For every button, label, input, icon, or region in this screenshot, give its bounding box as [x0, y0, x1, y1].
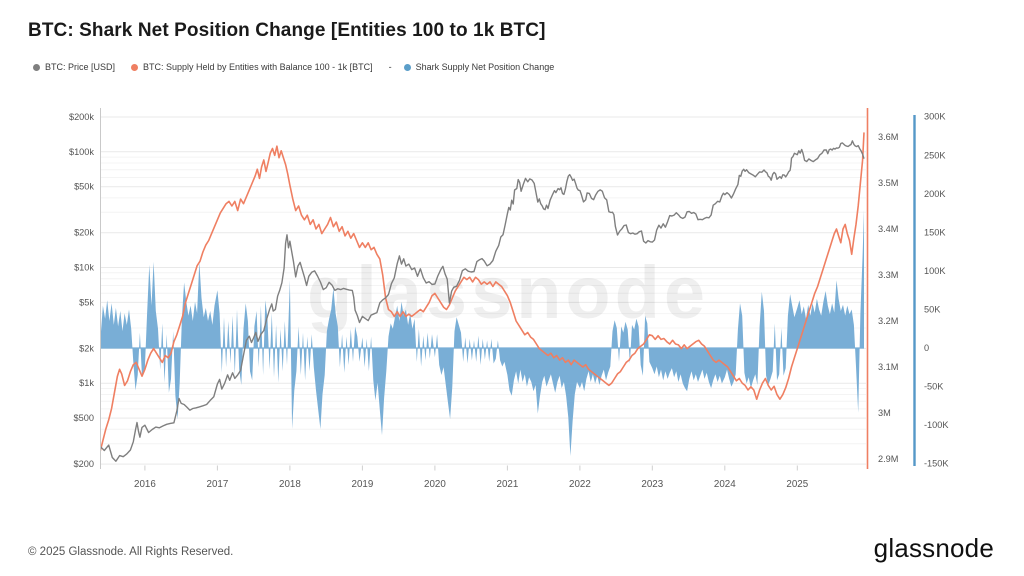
svg-text:$1k: $1k	[79, 378, 94, 388]
legend-label-price: BTC: Price [USD]	[45, 62, 116, 72]
svg-text:$20k: $20k	[74, 228, 94, 238]
svg-text:2.9M: 2.9M	[878, 454, 898, 464]
svg-text:$200k: $200k	[69, 112, 94, 122]
legend-separator: -	[388, 62, 392, 72]
svg-text:3M: 3M	[878, 408, 891, 418]
svg-text:300K: 300K	[924, 112, 946, 122]
chart-legend: BTC: Price [USD] BTC: Supply Held by Ent…	[33, 62, 554, 72]
page-title: BTC: Shark Net Position Change [Entities…	[28, 20, 546, 41]
svg-text:$5k: $5k	[79, 297, 94, 307]
svg-text:-100K: -100K	[924, 420, 949, 430]
svg-text:2020: 2020	[424, 479, 446, 490]
svg-text:3.5M: 3.5M	[878, 178, 898, 188]
legend-item-net-position[interactable]: Shark Supply Net Position Change	[403, 62, 555, 72]
svg-text:$100k: $100k	[69, 147, 94, 157]
x-axis: 2016 2017 2018 2019 2020 2021 2022 2023 2024 2025	[134, 465, 809, 490]
svg-text:$500: $500	[74, 413, 94, 423]
right-supply-axis: 3.6M 3.5M 3.4M 3.3M 3.2M 3.1M 3M 2.9M	[866, 108, 898, 469]
svg-text:$2k: $2k	[79, 343, 94, 353]
svg-text:2021: 2021	[497, 479, 519, 490]
supply-line-series	[100, 132, 865, 453]
svg-text:3.4M: 3.4M	[878, 224, 898, 234]
right-net-axis: 300K 250K 200K 150K 100K 50K 0 -50K -100K -150K	[913, 112, 949, 469]
price-legend-dot-icon	[33, 63, 40, 71]
glassnode-watermark: glassnode	[307, 251, 709, 334]
supply-legend-dot-icon	[131, 63, 139, 71]
svg-text:2016: 2016	[134, 479, 156, 490]
price-line-series	[100, 140, 865, 462]
svg-text:200K: 200K	[924, 189, 946, 199]
svg-text:$10k: $10k	[74, 263, 94, 273]
svg-text:3.1M: 3.1M	[878, 362, 898, 372]
svg-text:$200: $200	[74, 459, 94, 469]
svg-text:3.3M: 3.3M	[878, 270, 898, 280]
svg-text:2018: 2018	[279, 479, 301, 490]
left-price-axis: $200k $100k $50k $20k $10k $5k $2k $1k $500 $200	[69, 108, 101, 469]
svg-text:2024: 2024	[714, 479, 736, 490]
legend-label-net-position: Shark Supply Net Position Change	[415, 62, 555, 72]
copyright-text: © 2025 Glassnode. All Rights Reserved.	[28, 546, 234, 558]
legend-label-supply: BTC: Supply Held by Entities with Balanc…	[143, 62, 373, 72]
legend-item-price[interactable]: BTC: Price [USD]	[33, 62, 115, 72]
glassnode-logo[interactable]: glassnode	[873, 533, 994, 563]
svg-text:2025: 2025	[786, 479, 808, 490]
legend-item-supply[interactable]: BTC: Supply Held by Entities with Balanc…	[131, 62, 373, 72]
svg-text:-50K: -50K	[924, 382, 944, 392]
svg-text:3.2M: 3.2M	[878, 316, 898, 326]
svg-text:100K: 100K	[924, 266, 946, 276]
net-legend-dot-icon	[403, 63, 411, 71]
svg-text:2017: 2017	[207, 479, 229, 490]
svg-text:2019: 2019	[352, 479, 374, 490]
svg-text:150K: 150K	[924, 227, 946, 237]
svg-text:$50k: $50k	[74, 182, 94, 192]
svg-text:-150K: -150K	[924, 459, 949, 469]
svg-text:0: 0	[924, 343, 929, 353]
svg-text:2023: 2023	[641, 479, 663, 490]
svg-text:50K: 50K	[924, 305, 941, 315]
svg-text:250K: 250K	[924, 150, 946, 160]
svg-text:3.6M: 3.6M	[878, 132, 898, 142]
svg-text:2022: 2022	[569, 479, 591, 490]
series-layer	[100, 132, 865, 462]
